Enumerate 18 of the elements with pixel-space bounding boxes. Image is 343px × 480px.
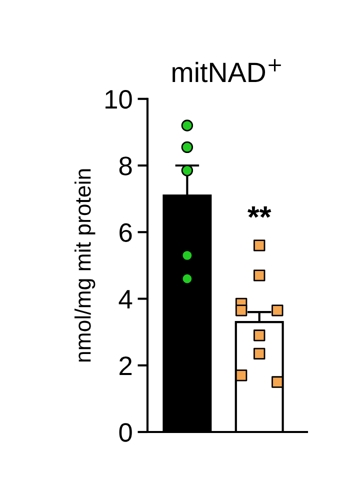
point: [254, 348, 266, 360]
y-tick-label: 4: [118, 290, 132, 308]
chart-title: mitNAD$^{+}$: [172, 59, 281, 82]
y-axis-title: nmol/mg mit protein: [74, 169, 96, 362]
point: [181, 120, 194, 132]
annotation: **: [248, 206, 272, 218]
point: [181, 250, 194, 262]
point: [181, 272, 194, 285]
y-tick-label: 10: [106, 90, 132, 109]
y-tick-label: 8: [119, 156, 132, 176]
y-tick-label: 2: [120, 356, 132, 375]
point: [254, 330, 266, 342]
point: [181, 141, 194, 154]
point: [254, 240, 266, 252]
y-tick-label: 6: [120, 223, 132, 242]
y-tick-label: 0: [119, 423, 132, 442]
point: [254, 270, 266, 282]
point: [181, 164, 194, 176]
